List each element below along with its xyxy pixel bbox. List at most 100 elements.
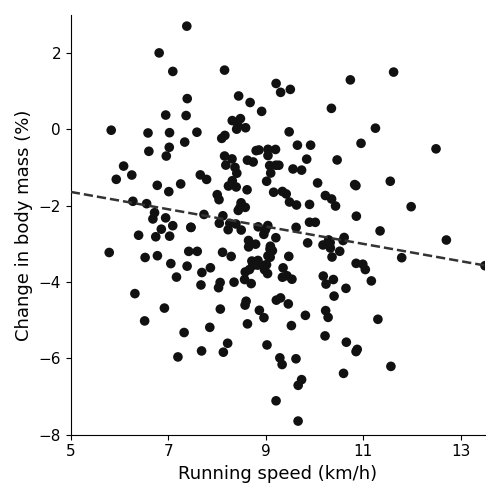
Point [407,203,415,211]
Point [160,304,168,312]
Point [256,306,264,314]
Point [182,112,190,120]
Point [144,129,152,137]
Point [362,265,370,273]
Point [237,226,245,234]
Point [244,320,252,328]
Point [232,183,240,191]
Point [234,207,242,215]
Point [346,76,354,84]
Point [302,155,310,163]
Point [262,177,270,185]
Point [283,272,291,280]
Point [246,99,254,107]
Point [264,252,272,260]
Point [398,253,406,261]
Point [107,126,115,134]
Point [226,220,234,228]
Point [224,226,232,234]
Point [234,122,242,129]
Point [218,249,226,256]
Point [168,222,176,230]
Point [166,232,173,240]
Point [278,273,286,281]
Point [230,278,238,286]
Point [252,146,260,154]
Point [224,339,232,347]
Point [254,223,262,231]
Point [162,152,170,160]
Point [231,163,239,171]
Point [320,272,328,280]
Point [252,240,260,248]
Point [368,277,376,285]
Point [232,125,240,133]
Point [155,49,163,57]
Point [150,209,158,217]
Point [149,215,157,223]
Point [326,244,334,252]
Point [390,68,398,76]
Point [248,257,256,265]
Point [352,182,360,190]
Point [246,265,254,273]
Point [342,284,350,292]
Point [276,294,284,302]
Point [298,166,306,174]
Point [174,353,182,361]
Point [272,145,280,153]
Point [216,219,224,227]
Point [294,141,302,149]
Point [322,192,330,200]
Point [282,190,290,198]
Point [292,224,300,232]
Point [326,239,334,247]
Point [324,236,332,244]
Point [288,275,296,283]
Point [187,223,195,231]
Point [272,80,280,88]
Point [198,347,205,355]
Point [286,85,294,93]
Point [183,95,191,103]
Point [213,191,221,199]
Point [240,275,248,283]
Point [242,297,250,305]
Point [228,177,236,185]
Point [220,66,228,74]
Point [233,169,241,177]
Point [272,296,280,304]
Point [324,313,332,321]
Point [105,249,113,256]
Point [284,300,292,308]
Point [332,202,340,210]
Point [322,307,330,315]
Point [340,370,347,377]
Point [216,305,224,313]
Point [286,198,294,206]
Point [228,117,236,124]
Point [289,165,297,173]
Point [387,363,395,371]
Point [249,261,257,269]
Point [372,124,380,132]
Point [154,181,162,189]
Point [180,329,188,337]
Point [162,111,170,119]
Point [241,268,249,276]
Point [278,361,286,369]
Point [270,188,278,196]
Point [185,248,193,255]
Point [359,260,367,268]
Point [167,259,175,267]
Point [275,161,283,169]
Point [258,108,266,116]
Point [142,200,150,208]
Point [193,128,201,136]
Point [242,124,250,132]
Point [215,196,223,204]
Point [249,259,257,267]
Point [158,225,166,233]
Point [247,279,255,287]
Point [145,147,153,155]
